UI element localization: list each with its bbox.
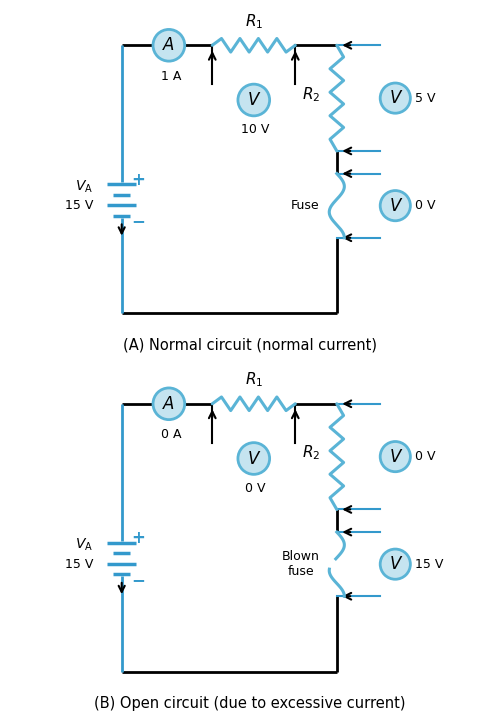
Circle shape <box>380 549 410 579</box>
Text: 15 V: 15 V <box>65 199 94 212</box>
Text: −: − <box>132 212 145 230</box>
Text: 10 V: 10 V <box>242 123 270 136</box>
Text: $R_1$: $R_1$ <box>244 12 263 31</box>
Circle shape <box>238 442 270 475</box>
Text: −: − <box>132 571 145 589</box>
Text: (B) Open circuit (due to excessive current): (B) Open circuit (due to excessive curre… <box>94 696 406 711</box>
Text: Blown
fuse: Blown fuse <box>282 550 320 578</box>
Text: $V_\mathrm{A}$: $V_\mathrm{A}$ <box>76 179 94 195</box>
Text: 0 V: 0 V <box>415 450 436 463</box>
Text: V: V <box>390 89 401 107</box>
Text: V: V <box>390 447 401 465</box>
Text: 5 V: 5 V <box>415 92 436 105</box>
Text: 15 V: 15 V <box>65 558 94 571</box>
Text: V: V <box>390 555 401 573</box>
Text: +: + <box>132 529 145 547</box>
Circle shape <box>238 84 270 116</box>
Text: Fuse: Fuse <box>291 199 320 212</box>
Text: 1 A: 1 A <box>160 70 181 82</box>
Text: $R_2$: $R_2$ <box>302 444 320 462</box>
Text: (A) Normal circuit (normal current): (A) Normal circuit (normal current) <box>123 338 377 353</box>
Text: +: + <box>132 171 145 189</box>
Text: V: V <box>248 91 260 109</box>
Text: V: V <box>248 450 260 467</box>
Text: A: A <box>163 37 174 54</box>
Circle shape <box>380 191 410 221</box>
Text: 15 V: 15 V <box>415 558 444 571</box>
Text: $R_1$: $R_1$ <box>244 371 263 389</box>
Text: 0 V: 0 V <box>415 199 436 212</box>
Circle shape <box>153 388 184 419</box>
Text: 0 A: 0 A <box>160 428 181 441</box>
Circle shape <box>380 83 410 113</box>
Text: $V_\mathrm{A}$: $V_\mathrm{A}$ <box>76 537 94 554</box>
Circle shape <box>380 442 410 472</box>
Text: V: V <box>390 196 401 214</box>
Text: A: A <box>163 395 174 413</box>
Circle shape <box>153 29 184 61</box>
Text: 0 V: 0 V <box>246 482 266 495</box>
Text: $R_2$: $R_2$ <box>302 85 320 104</box>
